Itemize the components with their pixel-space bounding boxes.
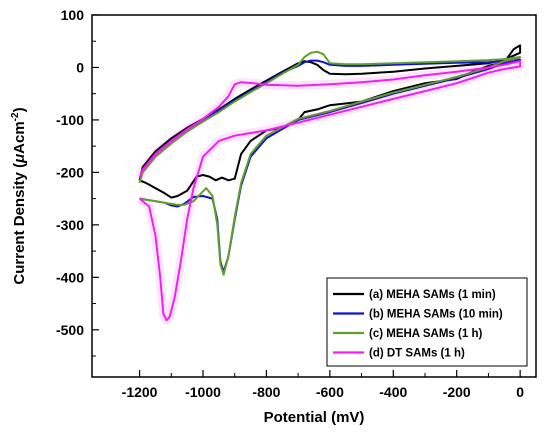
series-line-4 [138, 60, 522, 322]
y-axis-title-exp: -2 [10, 112, 21, 121]
y-axis-title-mu: μ [11, 154, 28, 164]
legend-box [326, 277, 528, 367]
legend: (a) MEHA SAMs (1 min) (b) MEHA SAMs (10 m… [326, 277, 528, 367]
x-tick-label: -200 [443, 384, 471, 400]
x-tick-label: -400 [379, 384, 407, 400]
legend-entries: (a) MEHA SAMs (1 min) (b) MEHA SAMs (10 m… [333, 289, 503, 360]
x-tick-label: -1000 [185, 384, 221, 400]
y-axis-title-unit: Acm [11, 121, 28, 154]
legend-label: (c) MEHA SAMs (1 h) [369, 328, 482, 340]
x-tick-label: -600 [316, 384, 344, 400]
legend-label: (b) MEHA SAMs (10 min) [369, 309, 503, 321]
y-tick-label: -100 [56, 112, 84, 128]
y-axis-title-main: Current Density ( [11, 163, 28, 285]
y-tick-label: 0 [76, 59, 84, 75]
tick-labels: -1200 -1000 -800 -600 -400 -200 0 100 0 -100 -200 -… [56, 7, 524, 400]
series-line-3 [138, 50, 522, 276]
plot-frame [91, 14, 537, 378]
x-tick-label: -1200 [122, 384, 158, 400]
y-tick-label: -400 [56, 269, 84, 285]
legend-label: (d) DT SAMs (1 h) [369, 348, 465, 360]
y-axis-title: Current Density (μAcm-2) [10, 107, 28, 284]
x-tick-label: 0 [516, 384, 524, 400]
y-tick-label: -200 [56, 164, 84, 180]
y-tick-label: -300 [56, 217, 84, 233]
x-tick-label: -800 [252, 384, 280, 400]
y-axis-title-close: ) [11, 107, 28, 112]
y-tick-label: 100 [61, 7, 85, 23]
x-axis-title: Potential (mV) [264, 409, 365, 426]
series-lines [135, 44, 525, 325]
legend-label: (a) MEHA SAMs (1 min) [369, 289, 496, 301]
y-tick-label: -500 [56, 322, 84, 338]
